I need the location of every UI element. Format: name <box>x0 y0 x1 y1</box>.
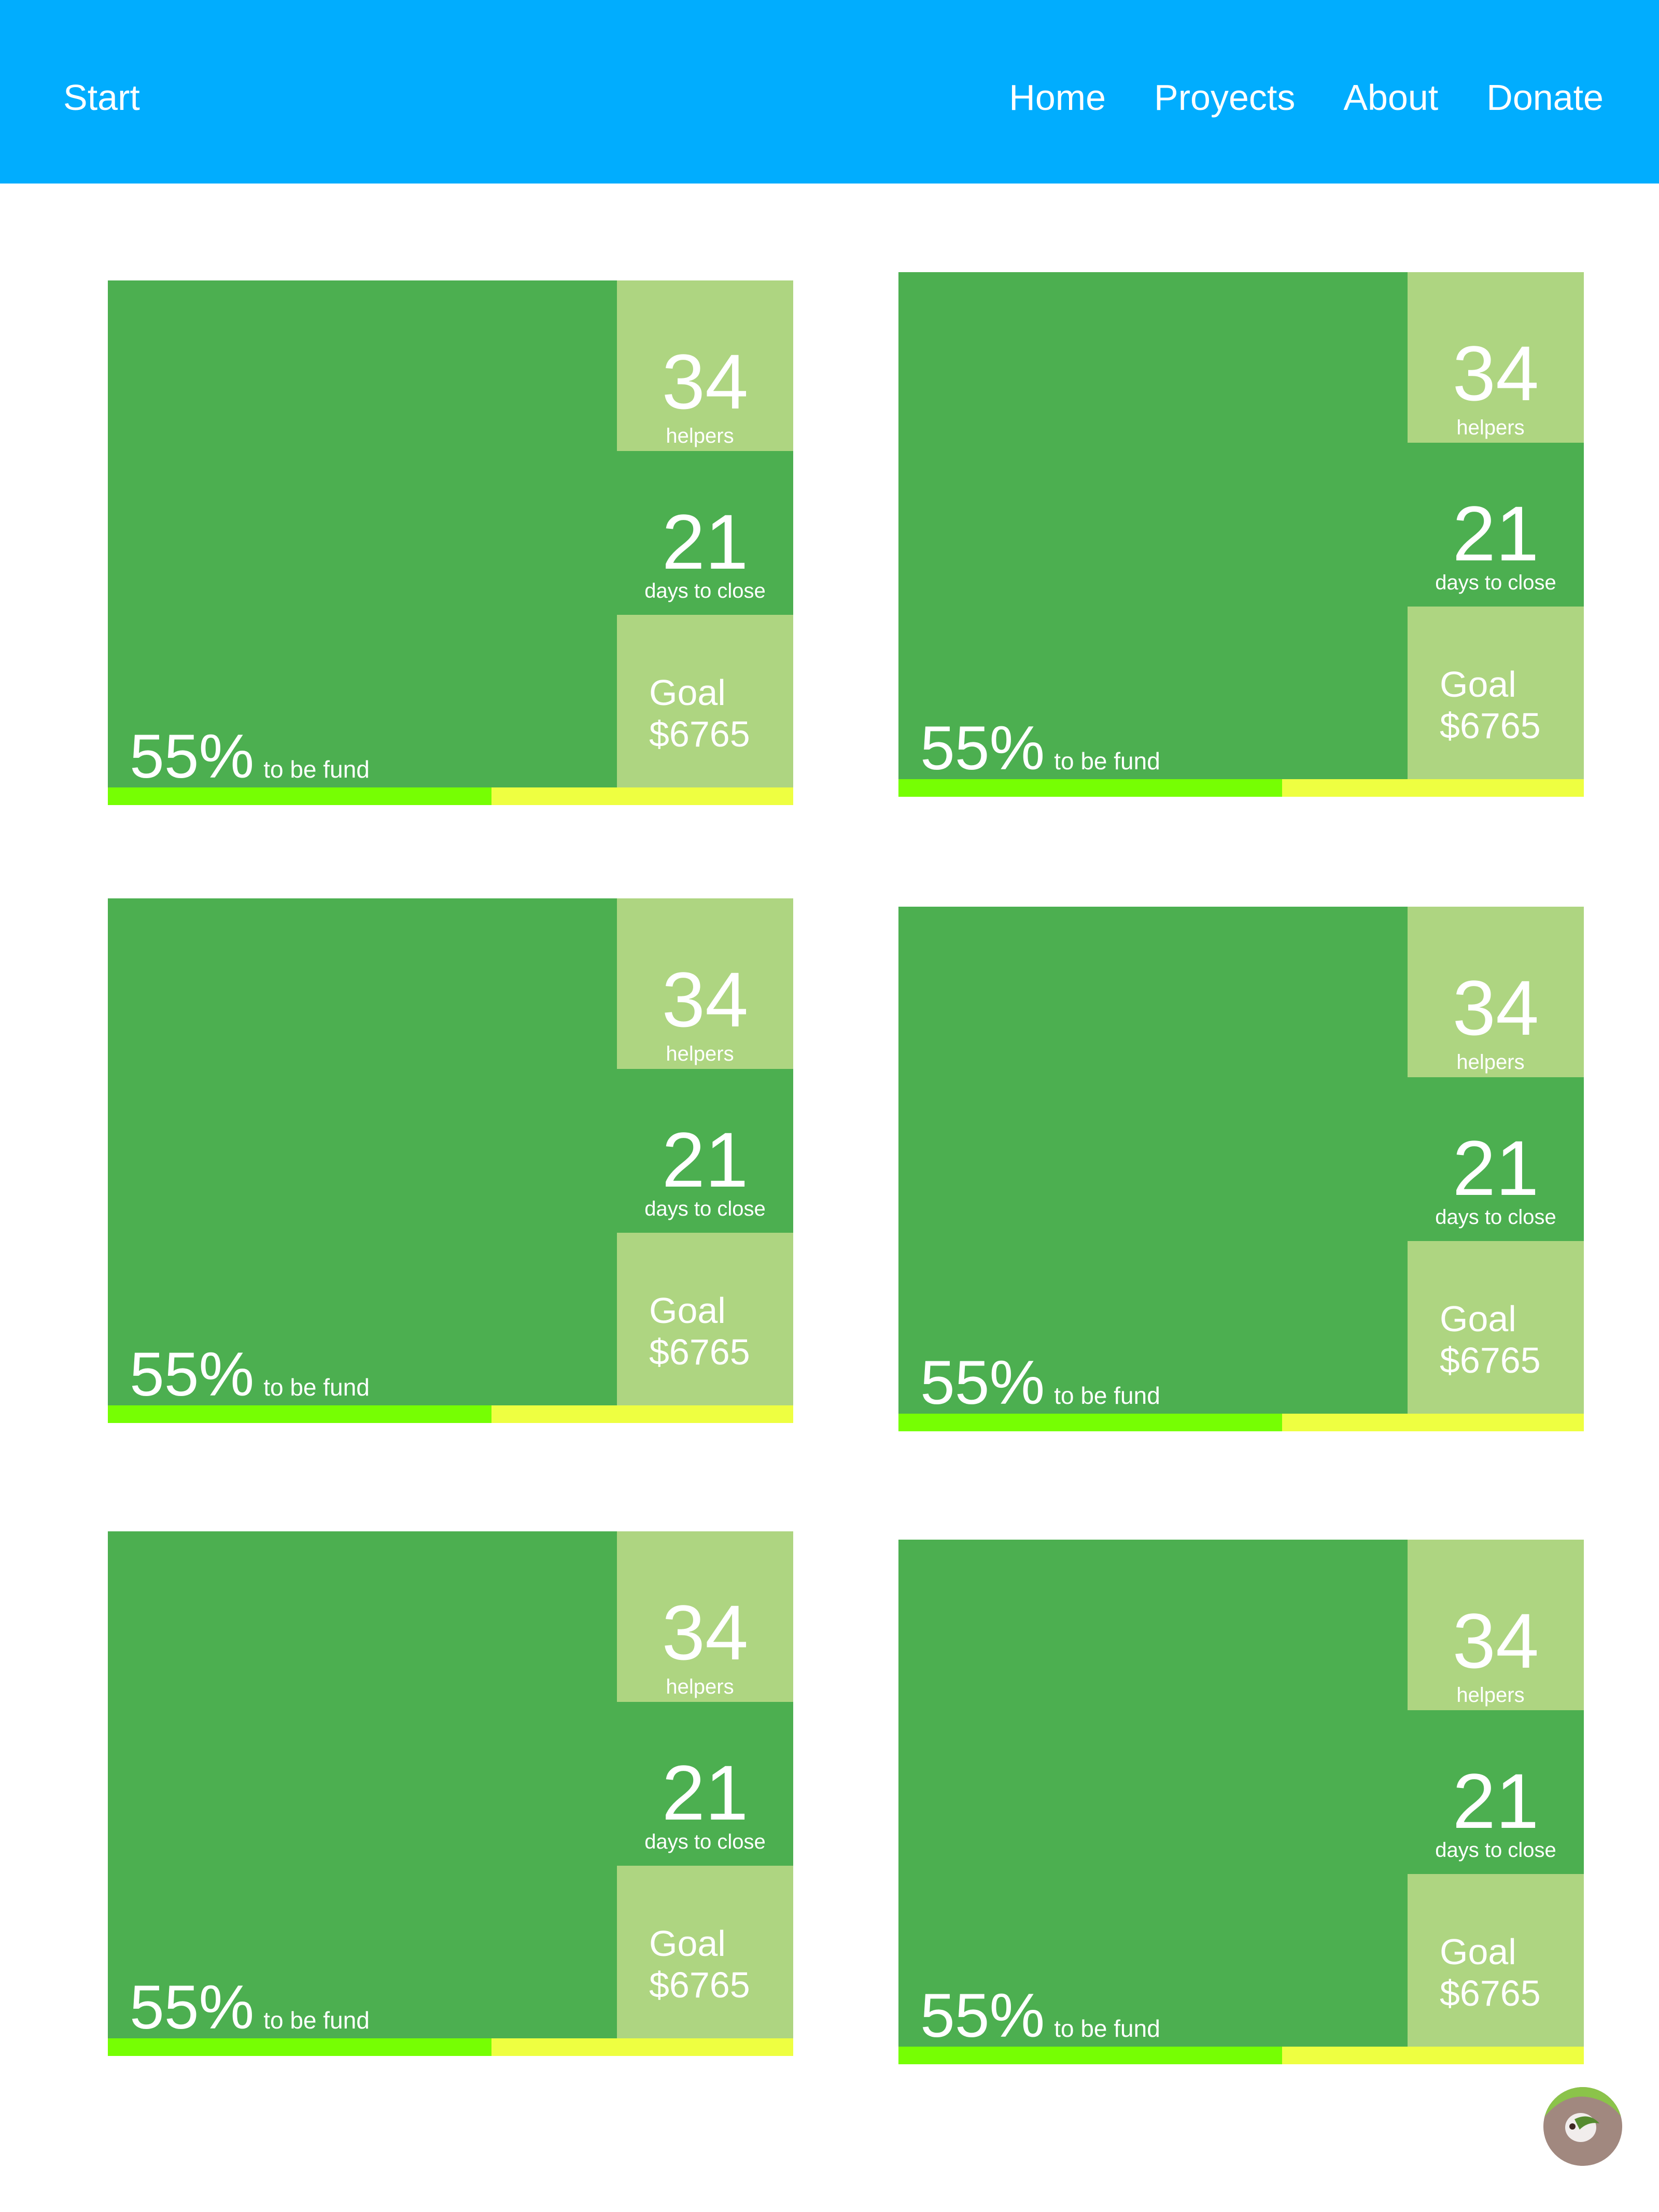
days-label: days to close <box>644 1197 766 1220</box>
percent-label: to be fund <box>1054 1382 1160 1409</box>
goal-tile: Goal $6765 <box>617 1866 793 2038</box>
goal-label: Goal <box>649 1290 726 1331</box>
goal-tile: Goal $6765 <box>1408 607 1584 779</box>
helpers-tile: 34 helpers <box>1408 272 1584 443</box>
project-card[interactable]: 34 helpers 21 days to close Goal $6765 55… <box>108 898 793 1423</box>
nav-donate-link[interactable]: Donate <box>1486 77 1604 118</box>
days-label: days to close <box>644 1830 766 1853</box>
progress-bar <box>898 779 1584 797</box>
percent-value: 55% <box>130 1973 255 2042</box>
helpers-count: 34 <box>662 1589 749 1676</box>
funding-percent: 55% to be fund <box>920 717 1160 779</box>
percent-value: 55% <box>130 722 255 791</box>
goal-label: Goal <box>649 1923 726 1964</box>
helpers-label: helpers <box>1456 1051 1525 1074</box>
days-label: days to close <box>1435 1839 1556 1862</box>
progress-bar <box>108 1405 793 1423</box>
days-count: 21 <box>1452 490 1539 577</box>
helpers-count: 34 <box>662 338 749 425</box>
progress-bar <box>898 1414 1584 1431</box>
progress-fill <box>898 2047 1283 2064</box>
days-label: days to close <box>644 580 766 602</box>
avatar-graphic <box>1543 2087 1622 2166</box>
helpers-label: helpers <box>1456 416 1525 439</box>
percent-label: to be fund <box>1054 748 1160 774</box>
days-tile: 21 days to close <box>1408 443 1584 607</box>
goal-amount: $6765 <box>1440 706 1541 746</box>
percent-label: to be fund <box>263 756 370 783</box>
user-avatar-icon[interactable] <box>1543 2087 1622 2166</box>
main-nav: Home Proyects About Donate <box>1009 72 1604 123</box>
helpers-count: 34 <box>1452 330 1539 417</box>
goal-tile: Goal $6765 <box>617 1233 793 1405</box>
progress-fill <box>108 787 492 805</box>
helpers-count: 34 <box>1452 964 1539 1051</box>
project-card[interactable]: 34 helpers 21 days to close Goal $6765 55… <box>898 1540 1584 2064</box>
funding-percent: 55% to be fund <box>920 1984 1160 2047</box>
helpers-label: helpers <box>666 1675 734 1698</box>
percent-value: 55% <box>920 713 1045 783</box>
brand-start-link[interactable]: Start <box>63 77 140 118</box>
goal-amount: $6765 <box>1440 1973 1541 2013</box>
days-count: 21 <box>662 1749 749 1836</box>
project-card[interactable]: 34 helpers 21 days to close Goal $6765 55… <box>898 272 1584 797</box>
helpers-tile: 34 helpers <box>617 898 793 1069</box>
percent-label: to be fund <box>263 2007 370 2034</box>
progress-fill <box>898 779 1283 797</box>
percent-label: to be fund <box>263 1374 370 1401</box>
helpers-label: helpers <box>666 425 734 447</box>
project-card[interactable]: 34 helpers 21 days to close Goal $6765 55… <box>898 907 1584 1431</box>
helpers-count: 34 <box>662 956 749 1043</box>
nav-about-link[interactable]: About <box>1343 77 1439 118</box>
days-count: 21 <box>662 498 749 585</box>
days-count: 21 <box>1452 1124 1539 1211</box>
nav-proyects-link[interactable]: Proyects <box>1154 77 1296 118</box>
days-label: days to close <box>1435 571 1556 594</box>
days-tile: 21 days to close <box>617 1069 793 1233</box>
goal-amount: $6765 <box>1440 1340 1541 1380</box>
progress-fill <box>108 2038 492 2056</box>
goal-tile: Goal $6765 <box>1408 1874 1584 2047</box>
progress-fill <box>898 1414 1283 1431</box>
top-app-bar: Start Home Proyects About Donate <box>0 0 1659 184</box>
goal-label: Goal <box>1440 664 1516 705</box>
nav-home-link[interactable]: Home <box>1009 77 1106 118</box>
days-tile: 21 days to close <box>1408 1710 1584 1874</box>
goal-amount: $6765 <box>649 1332 750 1372</box>
progress-bar <box>108 2038 793 2056</box>
helpers-tile: 34 helpers <box>617 280 793 451</box>
goal-label: Goal <box>1440 1299 1516 1339</box>
helpers-count: 34 <box>1452 1597 1539 1684</box>
goal-label: Goal <box>1440 1932 1516 1972</box>
percent-value: 55% <box>920 1981 1045 2050</box>
project-card[interactable]: 34 helpers 21 days to close Goal $6765 55… <box>108 1531 793 2056</box>
helpers-label: helpers <box>666 1042 734 1065</box>
percent-value: 55% <box>130 1340 255 1409</box>
progress-fill <box>108 1405 492 1423</box>
days-tile: 21 days to close <box>617 1702 793 1866</box>
days-count: 21 <box>662 1116 749 1203</box>
funding-percent: 55% to be fund <box>130 1343 370 1405</box>
days-count: 21 <box>1452 1757 1539 1844</box>
helpers-tile: 34 helpers <box>1408 1540 1584 1710</box>
funding-percent: 55% to be fund <box>920 1351 1160 1414</box>
percent-value: 55% <box>920 1348 1045 1417</box>
funding-percent: 55% to be fund <box>130 1976 370 2038</box>
goal-tile: Goal $6765 <box>1408 1241 1584 1414</box>
days-tile: 21 days to close <box>1408 1077 1584 1241</box>
days-label: days to close <box>1435 1206 1556 1229</box>
project-card[interactable]: 34 helpers 21 days to close Goal $6765 55… <box>108 280 793 805</box>
goal-amount: $6765 <box>649 1965 750 2005</box>
goal-label: Goal <box>649 672 726 713</box>
progress-bar <box>108 787 793 805</box>
goal-tile: Goal $6765 <box>617 615 793 787</box>
helpers-tile: 34 helpers <box>1408 907 1584 1077</box>
progress-bar <box>898 2047 1584 2064</box>
days-tile: 21 days to close <box>617 451 793 615</box>
funding-percent: 55% to be fund <box>130 725 370 787</box>
helpers-label: helpers <box>1456 1684 1525 1707</box>
goal-amount: $6765 <box>649 714 750 754</box>
helpers-tile: 34 helpers <box>617 1531 793 1702</box>
percent-label: to be fund <box>1054 2015 1160 2042</box>
